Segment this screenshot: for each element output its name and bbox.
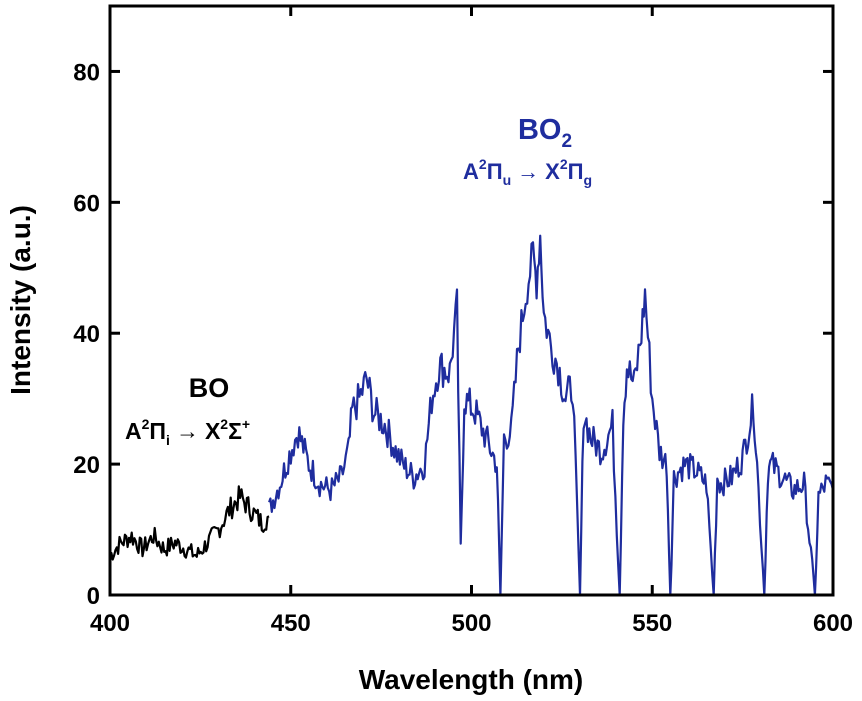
x-tick-label: 550 [632, 610, 672, 637]
x-tick-label: 450 [271, 610, 311, 637]
y-tick-label: 60 [73, 190, 100, 217]
series-line-bo2 [268, 234, 835, 597]
bo2-annotation-transition: A2Πu → X2Πg [463, 156, 592, 188]
x-tick-label: 600 [813, 610, 853, 637]
y-tick-label: 20 [73, 452, 100, 479]
axis-ticks: 400 450 500 550 600 0 20 40 60 80 [73, 6, 853, 637]
y-tick-label: 40 [73, 321, 100, 348]
y-tick-label: 80 [73, 59, 100, 86]
bo2-annotation-title: BO2 [518, 114, 572, 152]
y-tick-label: 0 [87, 583, 100, 610]
plot-frame [108, 4, 835, 597]
x-tick-label: 400 [90, 610, 130, 637]
x-axis-title: Wavelength (nm) [359, 664, 584, 695]
plot-lines [109, 234, 835, 597]
series-line-bo [109, 485, 270, 561]
x-tick-label: 500 [451, 610, 491, 637]
bo-annotation-transition: A2Πi → X2Σ+ [125, 416, 250, 448]
bo-annotation-title: BO [189, 373, 230, 403]
y-axis-title: Intensity (a.u.) [5, 205, 36, 395]
